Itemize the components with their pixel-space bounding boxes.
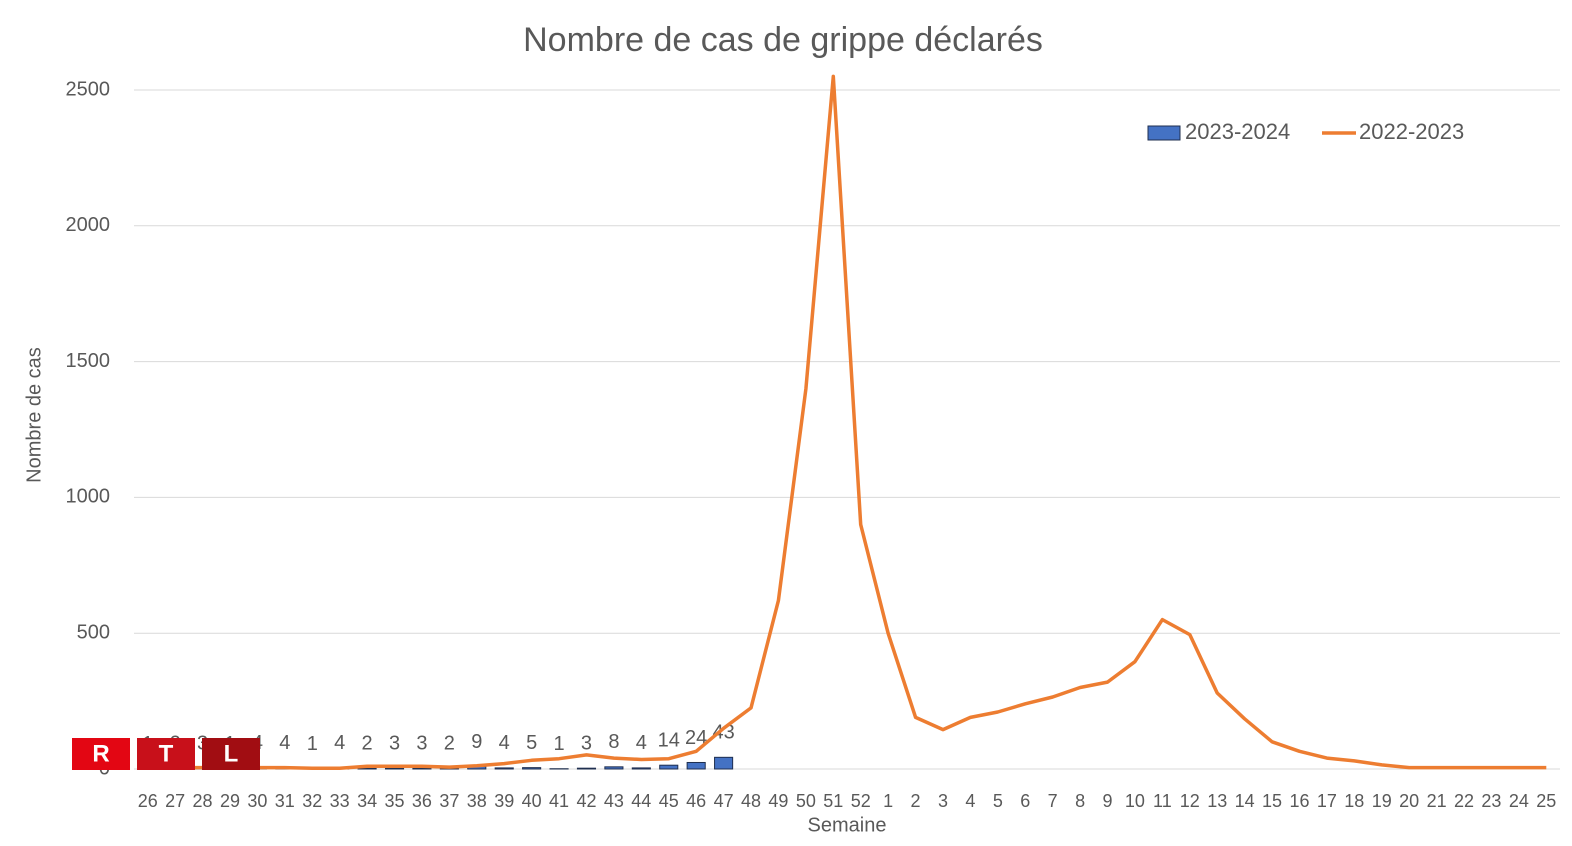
x-tick-label: 1 [883, 791, 893, 811]
x-tick-label: 9 [1103, 791, 1113, 811]
x-tick-label: 13 [1207, 791, 1227, 811]
data-label: 4 [636, 732, 647, 754]
x-tick-label: 42 [576, 791, 596, 811]
data-label: 8 [608, 731, 619, 753]
logo-box [137, 738, 195, 770]
data-label: 14 [658, 729, 680, 751]
y-tick-label: 500 [77, 621, 110, 643]
x-tick-label: 6 [1020, 791, 1030, 811]
logo-box [72, 738, 130, 770]
x-tick-label: 5 [993, 791, 1003, 811]
y-tick-label: 1000 [66, 486, 111, 508]
x-tick-label: 4 [965, 791, 975, 811]
x-tick-label: 16 [1289, 791, 1309, 811]
x-tick-label: 50 [796, 791, 816, 811]
x-tick-label: 8 [1075, 791, 1085, 811]
x-tick-label: 43 [604, 791, 624, 811]
data-label: 2 [444, 733, 455, 755]
x-tick-label: 29 [220, 791, 240, 811]
x-tick-label: 46 [686, 791, 706, 811]
data-label: 24 [685, 727, 707, 749]
x-tick-label: 36 [412, 791, 432, 811]
logo-letter: R [92, 740, 109, 767]
legend-swatch [1147, 125, 1181, 141]
data-label: 4 [499, 732, 510, 754]
x-tick-label: 35 [385, 791, 405, 811]
x-tick-label: 23 [1481, 791, 1501, 811]
x-tick-label: 31 [275, 791, 295, 811]
logo-box [202, 738, 260, 770]
line [147, 74, 1547, 770]
data-label: 3 [389, 732, 400, 754]
x-tick-label: 24 [1509, 791, 1529, 811]
data-label: 5 [526, 732, 537, 754]
x-tick-label: 34 [357, 791, 377, 811]
data-label: 3 [581, 732, 592, 754]
data-label: 1 [553, 733, 564, 755]
x-tick-label: 17 [1317, 791, 1337, 811]
x-tick-label: 27 [165, 791, 185, 811]
x-tick-label: 39 [494, 791, 514, 811]
x-tick-label: 33 [330, 791, 350, 811]
x-tick-label: 3 [938, 791, 948, 811]
x-tick-label: 44 [631, 791, 651, 811]
x-tick-label: 26 [138, 791, 158, 811]
logo-letter: L [224, 740, 239, 767]
y-axis-label: Nombre de cas [23, 347, 45, 483]
x-tick-label: 38 [467, 791, 487, 811]
bar [384, 767, 405, 770]
bar [522, 767, 542, 770]
bar [494, 767, 514, 770]
bar [357, 767, 377, 770]
data-label: 4 [334, 732, 345, 754]
x-tick-label: 49 [768, 791, 788, 811]
bar [412, 767, 432, 770]
y-tick-label: 2000 [66, 214, 111, 236]
x-tick-label: 12 [1180, 791, 1200, 811]
x-tick-label: 18 [1344, 791, 1364, 811]
bar [686, 761, 706, 770]
x-tick-label: 11 [1153, 791, 1172, 811]
x-tick-label: 15 [1262, 791, 1282, 811]
bar [659, 764, 679, 770]
x-tick-label: 19 [1372, 791, 1392, 811]
x-tick-label: 21 [1427, 791, 1447, 811]
bar [604, 766, 624, 770]
data-label: 1 [307, 733, 318, 755]
x-tick-label: 30 [247, 791, 267, 811]
x-tick-label: 7 [1048, 791, 1058, 811]
y-tick-label: 2500 [66, 78, 111, 100]
logo-letter: T [159, 740, 174, 767]
bar [576, 767, 597, 770]
x-axis-label: Semaine [808, 814, 887, 836]
x-tick-label: 47 [714, 791, 734, 811]
bar [631, 767, 651, 770]
data-label: 3 [416, 732, 427, 754]
x-tick-label: 48 [741, 791, 761, 811]
x-tick-label: 20 [1399, 791, 1419, 811]
data-label: 2 [362, 733, 373, 755]
x-tick-label: 10 [1125, 791, 1145, 811]
x-tick-label: 51 [823, 791, 843, 811]
x-tick-label: 32 [302, 791, 322, 811]
legend-label: 2022-2023 [1359, 119, 1464, 144]
legend-label: 2023-2024 [1185, 119, 1290, 144]
x-tick-label: 52 [851, 791, 871, 811]
data-label: 9 [471, 731, 482, 753]
x-tick-label: 41 [549, 791, 569, 811]
x-tick-label: 45 [659, 791, 679, 811]
x-tick-label: 37 [439, 791, 459, 811]
bar [714, 756, 734, 770]
data-label: 4 [279, 732, 290, 754]
x-tick-label: 25 [1536, 791, 1556, 811]
x-tick-label: 22 [1454, 791, 1474, 811]
x-tick-label: 14 [1235, 791, 1255, 811]
x-tick-label: 40 [522, 791, 542, 811]
x-tick-label: 2 [911, 791, 921, 811]
y-tick-label: 1500 [66, 350, 111, 372]
chart-title: Nombre de cas de grippe déclarés [523, 21, 1043, 59]
data-label: 43 [712, 722, 734, 744]
x-tick-label: 28 [193, 791, 213, 811]
